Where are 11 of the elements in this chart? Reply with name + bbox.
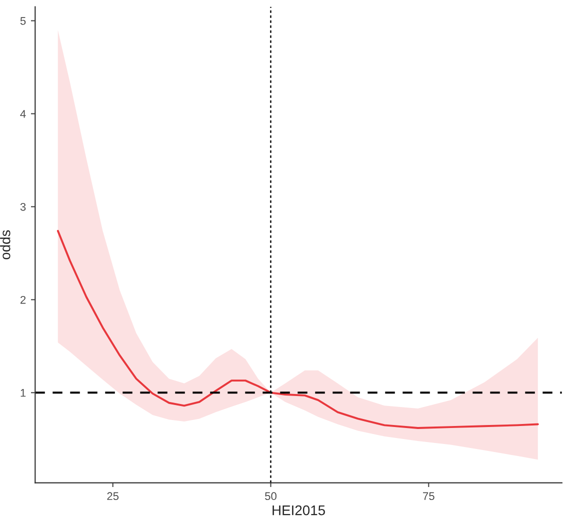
y-tick-label: 2 — [20, 296, 26, 304]
x-axis-title: HEI2015 — [272, 505, 325, 516]
y-axis-title: odds — [0, 230, 10, 260]
line-series — [56, 230, 539, 429]
y-tick-label: 1 — [20, 389, 26, 397]
x-tick-label: 50 — [265, 492, 276, 500]
y-tick-label: 3 — [20, 202, 26, 211]
x-tick-label: 25 — [107, 492, 119, 500]
y-tick-label: 5 — [20, 17, 26, 25]
x-tick-label: 75 — [423, 492, 434, 500]
y-tick-label: 4 — [20, 110, 26, 118]
